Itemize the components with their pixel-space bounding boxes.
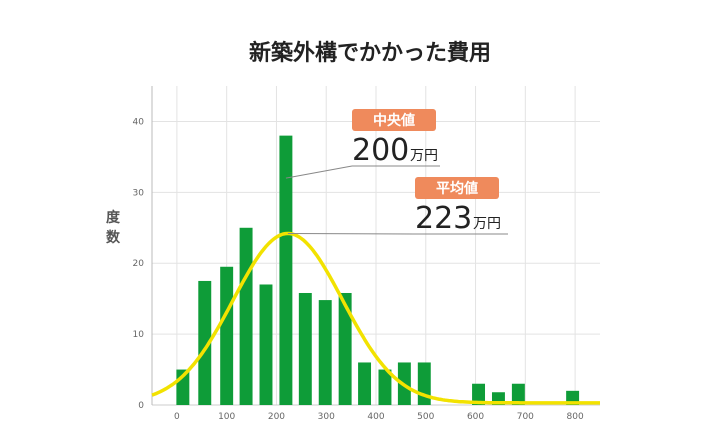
y-tick-label: 20 (133, 259, 145, 269)
mean-leader-line (287, 232, 416, 235)
x-tick-label: 200 (268, 412, 285, 422)
histogram-bar (198, 280, 212, 405)
histogram-bar (358, 362, 372, 405)
y-tick-label: 10 (133, 330, 145, 340)
median-leader-line (285, 165, 353, 179)
mean-badge (415, 177, 499, 199)
median-badge (352, 109, 436, 131)
histogram-bar (220, 266, 234, 405)
histogram-bar (378, 369, 392, 405)
x-tick-label: 0 (174, 412, 180, 422)
mean-badge-label: 平均値 (436, 180, 478, 197)
normal-fit-curve (151, 231, 600, 405)
mean-value: 223 (415, 201, 472, 236)
y-tick-label: 40 (133, 117, 145, 127)
histogram-bar (298, 292, 312, 405)
y-axis-label-char-1: 度 (106, 209, 121, 226)
mean-annotation: 平均値 223 万円 (287, 177, 508, 236)
histogram-bar (472, 383, 486, 405)
x-tick-label: 800 (567, 412, 584, 422)
histogram-bar (259, 284, 273, 405)
histogram-bar (318, 300, 332, 405)
median-unit: 万円 (410, 148, 438, 164)
x-tick-label: 700 (517, 412, 534, 422)
y-tick-label: 30 (133, 188, 145, 198)
bars (176, 135, 580, 405)
median-value: 200 (352, 133, 409, 168)
median-badge-label: 中央値 (373, 112, 415, 129)
grid (152, 86, 600, 406)
histogram-bar (417, 362, 431, 405)
chart-title: 新築外構でかかった費用 (249, 40, 491, 66)
histogram-bar (239, 227, 253, 405)
x-tick-label: 500 (417, 412, 434, 422)
y-axis-label-char-2: 数 (106, 229, 121, 246)
histogram-bar (338, 292, 352, 405)
y-ticks: 0 10 20 30 40 (133, 117, 145, 411)
x-tick-label: 100 (218, 412, 235, 422)
mean-unit: 万円 (473, 216, 501, 232)
histogram-bar (279, 135, 293, 405)
x-tick-label: 600 (467, 412, 484, 422)
median-annotation: 中央値 200 万円 (285, 109, 440, 179)
y-tick-label: 0 (138, 401, 144, 411)
x-ticks: 0 100 200 300 400 500 600 700 800 (174, 412, 584, 422)
x-tick-label: 300 (318, 412, 335, 422)
histogram-bar (511, 383, 525, 405)
x-tick-label: 400 (367, 412, 384, 422)
